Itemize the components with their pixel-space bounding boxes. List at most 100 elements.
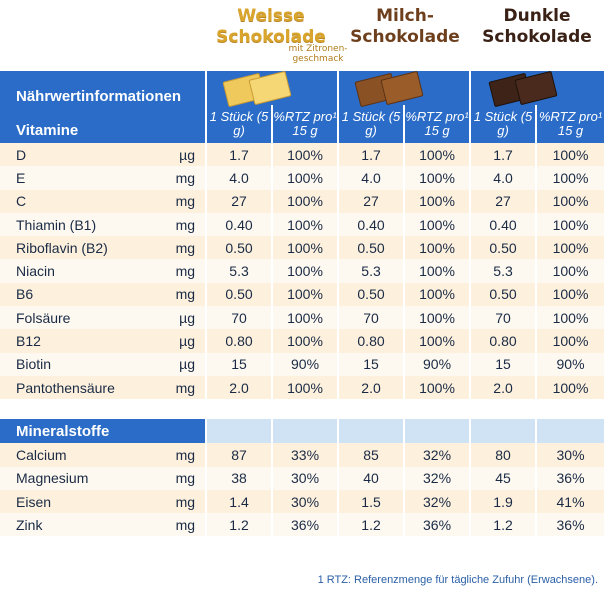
nutrient-value: 87 <box>205 443 272 467</box>
nutrient-value: 100% <box>535 282 604 307</box>
nutrient-unit: mg <box>150 375 206 400</box>
lemon-note: mit Zitronen-geschmack <box>288 44 348 64</box>
nutrient-value: 0.50 <box>469 236 536 260</box>
nutrient-value: 32% <box>403 466 470 490</box>
nutrient-name: B12 <box>0 329 150 353</box>
nutrient-unit: mg <box>150 513 206 537</box>
nutrient-value: 100% <box>271 282 338 307</box>
nutrient-value: 32% <box>403 489 470 514</box>
nutrient-value: 100% <box>271 212 338 237</box>
col-piece-3: 1 Stück (5 g) <box>469 105 536 143</box>
brand-milk-chocolate: Milch- Schokolade <box>340 6 470 48</box>
nutrient-value: 1.9 <box>469 489 536 514</box>
nutrient-value: 0.80 <box>205 329 272 353</box>
table-row: Riboflavin (B2) mg 0.50 100% 0.50 100% 0.50 100… <box>0 236 604 260</box>
nutrient-value: 100% <box>403 236 470 260</box>
nutrient-unit: mg <box>150 166 206 190</box>
nutrient-name: E <box>0 166 150 190</box>
nutrient-value: 38 <box>205 466 272 490</box>
nutrient-value: 90% <box>535 352 604 376</box>
nutrient-name: Biotin <box>0 352 150 376</box>
table-row: Pantothensäure mg 2.0 100% 2.0 100% 2.0 100% <box>0 375 604 400</box>
nutrient-value: 1.2 <box>337 513 404 537</box>
nutrient-value: 100% <box>535 212 604 237</box>
nutrient-value: 30% <box>271 489 338 514</box>
col-rtz-3: %RTZ pro¹ 15 g <box>535 105 604 143</box>
nutrient-value: 100% <box>535 166 604 190</box>
nutrient-value: 5.3 <box>205 259 272 283</box>
nutrient-value: 0.50 <box>469 282 536 307</box>
nutrient-value: 2.0 <box>469 375 536 400</box>
nutrient-value: 0.80 <box>469 329 536 353</box>
col-piece-1: 1 Stück (5 g) <box>205 105 272 143</box>
table-row: Folsäure µg 70 100% 70 100% 70 100% <box>0 306 604 330</box>
nutrient-value: 27 <box>337 189 404 213</box>
brand-line2: Schokolade <box>350 27 460 47</box>
col-rtz-2: %RTZ pro¹ 15 g <box>403 105 470 143</box>
nutrient-value: 36% <box>403 513 470 537</box>
nutrient-value: 100% <box>271 259 338 283</box>
dark-choc-image <box>469 70 604 108</box>
nutrient-unit: mg <box>150 189 206 213</box>
brand-white-chocolate: Weisse Schokolade <box>206 6 336 48</box>
nutrient-name: Eisen <box>0 489 150 514</box>
nutrient-value: 27 <box>469 189 536 213</box>
nutrient-value: 100% <box>403 329 470 353</box>
nutrient-value: 27 <box>205 189 272 213</box>
nutrient-value: 100% <box>535 306 604 330</box>
nutrient-value: 0.40 <box>337 212 404 237</box>
nutrient-value: 90% <box>271 352 338 376</box>
nutrition-table: Nährwertinformationen Vitamine 1 Stück (… <box>0 70 604 537</box>
nutrient-value: 2.0 <box>337 375 404 400</box>
nutrient-value: 70 <box>469 306 536 330</box>
nutrient-value: 100% <box>403 166 470 190</box>
nutrient-value: 30% <box>271 466 338 490</box>
col-rtz-1: %RTZ pro¹ 15 g <box>271 105 338 143</box>
table-row: Biotin µg 15 90% 15 90% 15 90% <box>0 352 604 376</box>
nutrient-unit: µg <box>150 143 206 167</box>
nutrient-value: 100% <box>535 143 604 167</box>
nutrient-unit: mg <box>150 282 206 307</box>
nutrient-name: Thiamin (B1) <box>0 212 150 237</box>
nutrient-value: 100% <box>271 236 338 260</box>
nutrient-value: 0.50 <box>337 236 404 260</box>
col-piece-2: 1 Stück (5 g) <box>337 105 404 143</box>
nutrient-name: B6 <box>0 282 150 307</box>
nutrient-name: Pantothensäure <box>0 375 150 400</box>
nutrient-value: 100% <box>271 375 338 400</box>
nutrient-value: 0.40 <box>205 212 272 237</box>
nutrient-value: 1.7 <box>469 143 536 167</box>
nutrient-value: 100% <box>403 189 470 213</box>
footnote: 1 RTZ: Referenzmenge für tägliche Zufuhr… <box>317 574 598 586</box>
nutrient-unit: µg <box>150 329 206 353</box>
brand-line1: Milch- <box>376 6 434 26</box>
nutrient-name: Magnesium <box>0 466 150 490</box>
brand-dark-chocolate: Dunkle Schokolade <box>472 6 602 48</box>
nutrient-value: 80 <box>469 443 536 467</box>
nutrient-value: 4.0 <box>205 166 272 190</box>
nutrient-value: 1.2 <box>205 513 272 537</box>
nutrient-value: 30% <box>535 443 604 467</box>
nutrient-value: 100% <box>271 329 338 353</box>
nutrient-value: 100% <box>403 143 470 167</box>
nutrient-value: 0.50 <box>337 282 404 307</box>
nutrient-value: 36% <box>535 513 604 537</box>
nutrient-value: 1.7 <box>205 143 272 167</box>
nutrient-value: 1.2 <box>469 513 536 537</box>
nutrient-name: C <box>0 189 150 213</box>
nutrient-value: 100% <box>403 259 470 283</box>
nutrient-value: 100% <box>535 375 604 400</box>
nutrient-unit: mg <box>150 259 206 283</box>
nutrient-name: Zink <box>0 513 150 537</box>
nutrient-value: 0.80 <box>337 329 404 353</box>
nutrient-value: 15 <box>337 352 404 376</box>
nutrient-value: 85 <box>337 443 404 467</box>
brand-line1: Weisse <box>237 6 305 26</box>
nutrient-value: 36% <box>271 513 338 537</box>
nutrient-value: 100% <box>535 236 604 260</box>
nutrient-value: 0.40 <box>469 212 536 237</box>
table-row: Magnesium mg 38 30% 40 32% 45 36% <box>0 466 604 490</box>
nutrient-unit: mg <box>150 212 206 237</box>
